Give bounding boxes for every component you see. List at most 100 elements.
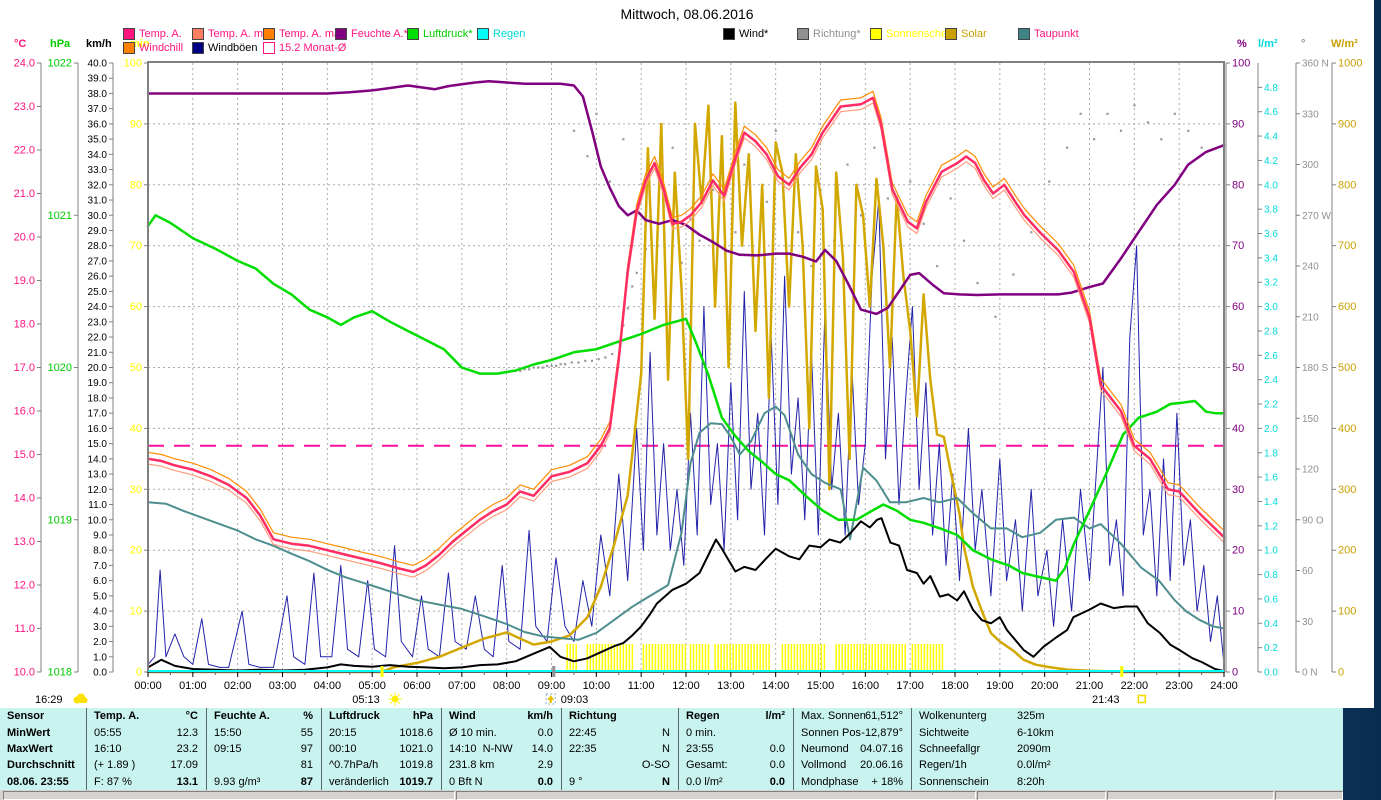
x-axis-label: 09:00 xyxy=(538,680,566,692)
svg-text:1022: 1022 xyxy=(48,58,72,70)
svg-text:23.0: 23.0 xyxy=(88,317,108,328)
table-cell-value: 81 xyxy=(300,759,313,772)
table-row: MaxWert xyxy=(0,741,86,757)
svg-text:15.0: 15.0 xyxy=(88,439,108,450)
svg-text:700: 700 xyxy=(1338,240,1356,252)
x-axis-label: 08:00 xyxy=(493,680,521,692)
svg-text:50: 50 xyxy=(130,362,142,374)
svg-text:0.4: 0.4 xyxy=(1264,619,1278,630)
svg-text:2.6: 2.6 xyxy=(1264,351,1278,362)
svg-text:31.0: 31.0 xyxy=(88,196,108,207)
svg-text:1.8: 1.8 xyxy=(1264,448,1278,459)
table-cell-label: 14:10 N-NW xyxy=(449,742,513,755)
x-axis-label: 23:00 xyxy=(1165,680,1193,692)
table-cell-label: 00:10 xyxy=(329,742,357,755)
wind-direction-dot xyxy=(1133,104,1136,107)
table-cell-value: 04.07.16 xyxy=(860,742,903,755)
table-cell-label: Mondphase xyxy=(801,775,859,788)
legend-item-feuchte-a-: Feuchte A.* xyxy=(335,27,408,40)
svg-text:360 N: 360 N xyxy=(1302,59,1329,70)
svg-text:30: 30 xyxy=(1302,617,1314,628)
legend-item-luftdruck-: Luftdruck* xyxy=(407,27,473,40)
status-bar xyxy=(0,790,1343,800)
table-cell-label: 0 min. xyxy=(686,726,716,739)
svg-text:400: 400 xyxy=(1338,423,1356,435)
table-row: Gesamt: 0.0 xyxy=(679,757,793,773)
wind-direction-dot xyxy=(1119,129,1123,132)
table-cell-value: °C xyxy=(185,710,198,723)
table-cell-value: 23.2 xyxy=(176,742,198,755)
wind-direction-dot xyxy=(1146,121,1149,124)
svg-text:2.2: 2.2 xyxy=(1264,400,1278,411)
table-cell-value: 0.0 xyxy=(537,775,553,788)
table-cell-value: 2.9 xyxy=(537,759,553,772)
table-cell-label: 9.93 g/m³ xyxy=(214,775,261,788)
svg-text:3.0: 3.0 xyxy=(93,622,107,633)
table-column-misc: Wolkenunterg 325m Sichtweite 6-10km Schneefa… xyxy=(911,708,1342,790)
svg-text:12.0: 12.0 xyxy=(88,485,108,496)
table-cell-label: Sonnenschein xyxy=(919,775,989,788)
table-cell-value: 6-10km xyxy=(1017,726,1054,739)
svg-text:27.0: 27.0 xyxy=(88,256,108,267)
legend-item-wind-: Wind* xyxy=(723,27,768,40)
wind-direction-dot xyxy=(584,359,587,362)
wind-direction-dot xyxy=(519,369,522,373)
svg-text:2.8: 2.8 xyxy=(1264,326,1278,337)
svg-text:28.0: 28.0 xyxy=(88,241,108,252)
wind-direction-dot xyxy=(1048,180,1051,183)
legend-label: Solar xyxy=(961,27,987,40)
wind-direction-dot xyxy=(550,364,553,368)
legend-label: Richtung* xyxy=(813,27,861,40)
chart-area: Mittwoch, 08.06.2016 °C hPa km/h min% l/m² ° W… xyxy=(13,6,1363,706)
table-cell-value: 325m xyxy=(1017,710,1045,723)
wind-direction-dot xyxy=(1012,273,1015,276)
series-wind xyxy=(147,517,1225,673)
wind-direction-dot xyxy=(743,163,746,166)
table-cell-label: Gesamt: xyxy=(686,759,728,772)
table-row: Regen/1h 0.0l/m² xyxy=(912,757,1342,773)
svg-text:0 N: 0 N xyxy=(1302,668,1318,679)
table-row: Ø 10 min. 0.0 xyxy=(442,724,561,740)
svg-text:30.0: 30.0 xyxy=(88,211,108,222)
table-row: Luftdruck hPa xyxy=(322,708,441,724)
x-axis-label: 20:00 xyxy=(1031,680,1059,692)
svg-text:4.2: 4.2 xyxy=(1264,156,1278,167)
axis-unit-lm: l/m² xyxy=(1258,38,1278,50)
wind-direction-dot xyxy=(572,129,576,132)
table-cell-value: 20.06.16 xyxy=(860,759,903,772)
svg-text:18.0: 18.0 xyxy=(14,319,35,331)
table-cell-label: F: 87 % xyxy=(94,775,132,788)
x-axis-label: 12:00 xyxy=(672,680,700,692)
legend-item-sonnenschein: Sonnenschein xyxy=(870,27,956,40)
svg-text:100: 100 xyxy=(1338,606,1356,618)
wind-direction-dot xyxy=(523,368,526,371)
wind-direction-dot xyxy=(994,315,997,318)
legend-swatch-icon xyxy=(263,41,275,54)
table-row: Vollmond 20.06.16 xyxy=(794,757,911,773)
svg-text:0.2: 0.2 xyxy=(1264,643,1278,654)
svg-text:500: 500 xyxy=(1338,362,1356,374)
table-row: 05:55 12.3 xyxy=(87,724,206,740)
svg-text:9.0: 9.0 xyxy=(93,530,107,541)
x-axis-label: 10:00 xyxy=(583,680,611,692)
wind-direction-dot xyxy=(797,231,800,234)
table-cell-label: Schneefallgr xyxy=(919,742,981,755)
svg-text:600: 600 xyxy=(1338,301,1356,313)
wind-direction-dot xyxy=(922,222,925,225)
table-column-temp: Temp. A. °C 05:55 12.3 16:10 23.2 (+ 1.89 ) 17.… xyxy=(86,708,206,790)
wind-direction-dot xyxy=(886,197,889,200)
svg-text:15.0: 15.0 xyxy=(14,449,35,461)
svg-text:19.0: 19.0 xyxy=(88,378,108,389)
svg-text:20.0: 20.0 xyxy=(88,363,108,374)
table-cell-value: -12,879° xyxy=(861,726,903,739)
svg-text:1021: 1021 xyxy=(48,210,72,222)
legend-swatch-icon xyxy=(945,27,957,40)
svg-text:13.0: 13.0 xyxy=(14,536,35,548)
svg-text:30: 30 xyxy=(1232,484,1244,496)
table-cell-label: 231.8 km xyxy=(449,759,495,772)
wind-direction-dot xyxy=(541,366,544,369)
svg-text:60: 60 xyxy=(130,301,142,313)
wind-direction-dot xyxy=(559,363,562,366)
legend-label: Luftdruck* xyxy=(423,27,473,40)
